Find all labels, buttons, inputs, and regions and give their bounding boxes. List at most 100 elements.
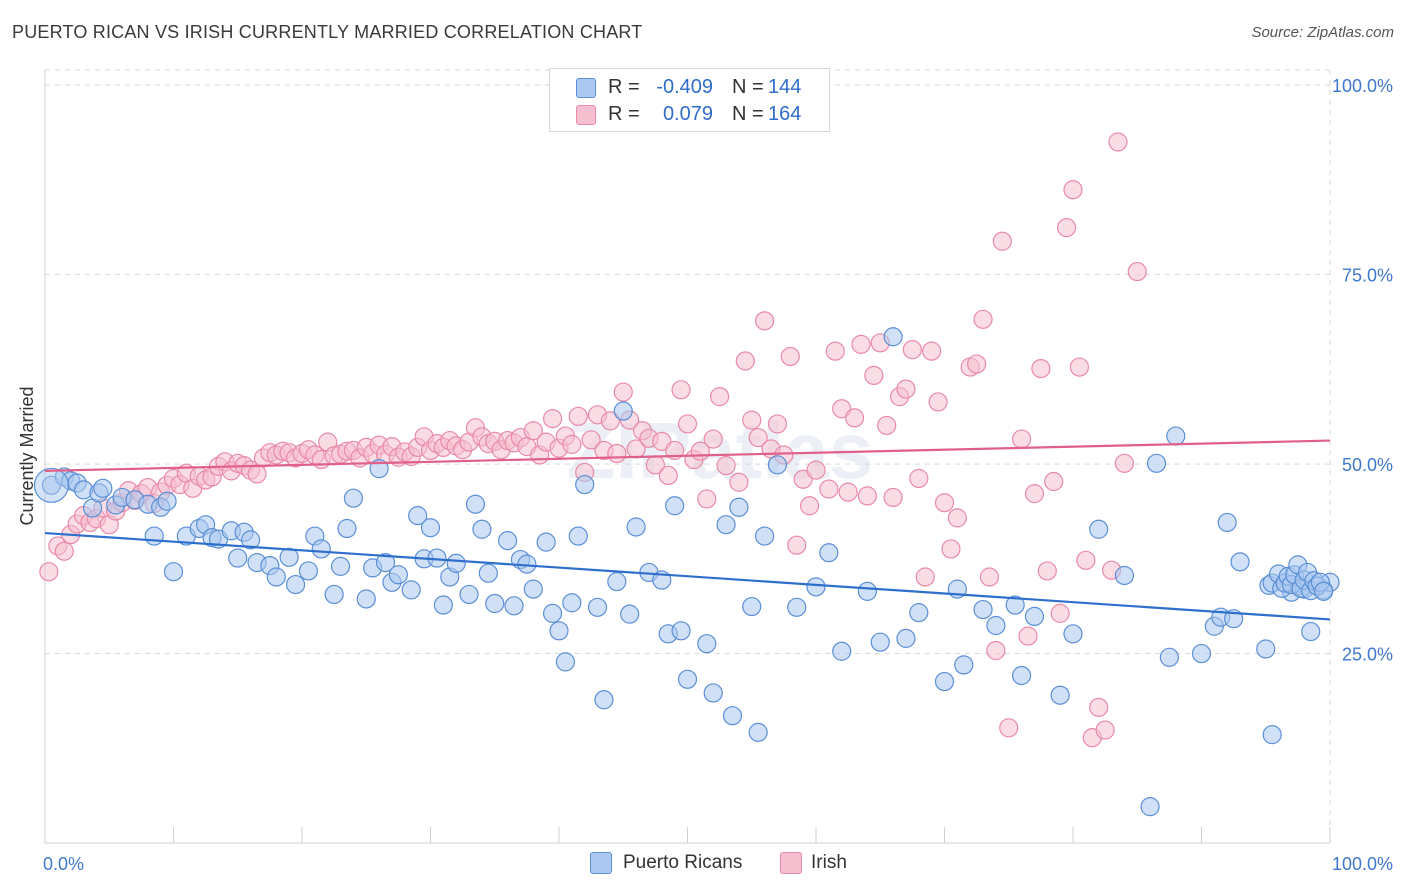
tick-labels: 25.0% 50.0% 75.0% 100.0% 0.0% 100.0% [43,76,1393,874]
puerto-rican-point [279,547,299,567]
puerto-rican-trend-line [44,531,1331,621]
irish-point [54,541,74,561]
irish-point [928,392,948,412]
puerto-rican-point [465,494,486,514]
puerto-rican-point [337,518,357,539]
legend-row-irish: R = 0.079 N = 164 [550,101,829,127]
y-tick-label: 75.0% [1342,266,1393,286]
irish-point [1011,429,1032,449]
irish-point [710,387,730,407]
puerto-rican-point [1114,565,1135,586]
puerto-rican-point [420,518,441,538]
irish-point [857,486,878,506]
puerto-rican-points [33,327,1340,817]
legend-n-label: N = [732,103,764,125]
puerto-rican-point [266,567,286,587]
irish-point [1095,720,1115,740]
irish-point [825,341,845,361]
puerto-rican-point [697,634,717,654]
irish-point [992,231,1012,251]
puerto-rican-point [144,526,164,546]
puerto-rican-point [1301,621,1321,642]
puerto-rican-point [954,655,974,675]
puerto-rican-point [754,526,775,546]
irish-point [703,429,723,449]
y-tick-label: 25.0% [1342,645,1393,665]
puerto-rican-point [1313,581,1334,601]
irish-point [1069,357,1090,377]
puerto-rican-point [401,580,421,600]
irish-point [716,455,736,476]
puerto-rican-point [298,561,319,581]
puerto-rican-point [1166,426,1186,446]
irish-point [851,334,871,354]
puerto-rican-point [356,589,376,609]
puerto-rican-point [523,579,543,599]
irish-point [1044,471,1064,492]
irish-point [1018,626,1038,646]
irish-point [1127,261,1147,282]
irish-point [748,427,768,448]
puerto-rican-point [665,496,685,516]
chart-title: PUERTO RICAN VS IRISH CURRENTLY MARRIED … [12,22,643,42]
axes [44,70,1331,844]
irish-point [941,539,961,559]
puerto-rican-point [587,597,608,617]
puerto-rican-point [620,604,640,624]
puerto-rican-point [504,596,524,616]
puerto-rican-point [934,671,955,692]
puerto-rican-point [498,531,518,551]
puerto-rican-point [986,615,1006,636]
puerto-rican-point [973,599,993,620]
puerto-rican-point [1191,643,1212,664]
bottom-legend-label: Puerto Ricans [623,852,743,873]
irish-point [999,718,1019,738]
irish-point [671,380,691,400]
puerto-rican-point [722,706,743,726]
puerto-rican-point [157,491,177,511]
legend-row-puerto-ricans: R = -0.409 N = 144 [550,74,829,100]
puerto-rican-point [1050,685,1070,705]
irish-point [902,340,922,360]
puerto-rican-point [787,597,807,617]
puerto-rican-point [1024,606,1045,627]
puerto-rican-point [73,480,94,500]
irish-point [542,409,563,429]
irish-point [896,379,916,399]
puerto-rican-point [594,690,614,710]
irish-point [658,465,678,486]
puerto-rican-point [93,478,113,498]
puerto-rican-point [478,563,498,583]
puerto-rican-point [33,467,70,503]
irish-point [607,443,627,464]
puerto-rican-point [555,652,576,672]
puerto-rican-point [536,532,556,552]
x-tick-label: 0.0% [43,854,84,874]
legend-r-value: 0.079 [662,103,713,125]
puerto-rican-point [375,552,396,573]
irish-point [1024,484,1045,504]
legend-r-label: R = [608,103,640,125]
puerto-rican-point [613,401,633,421]
irish-point [877,415,897,436]
puerto-rican-point [472,519,492,539]
legend-r-value: -0.409 [656,76,713,98]
puerto-rican-point [716,515,736,535]
puerto-rican-point [408,506,428,526]
puerto-rican-point [767,455,788,475]
irish-point [883,487,903,508]
puerto-rican-point [285,574,306,595]
irish-point [799,496,820,516]
irish-point [767,414,788,434]
source-label: Source: ZipAtlas.com [1251,24,1394,41]
irish-point [613,382,633,402]
irish-point [780,346,800,367]
bottom-legend-swatch-pink [780,852,802,874]
irish-point [1063,180,1083,200]
puerto-rican-point [1089,519,1109,539]
irish-point [754,311,775,331]
puerto-rican-point [729,497,749,517]
puerto-rican-point [1063,624,1083,644]
puerto-rican-point [857,581,878,601]
